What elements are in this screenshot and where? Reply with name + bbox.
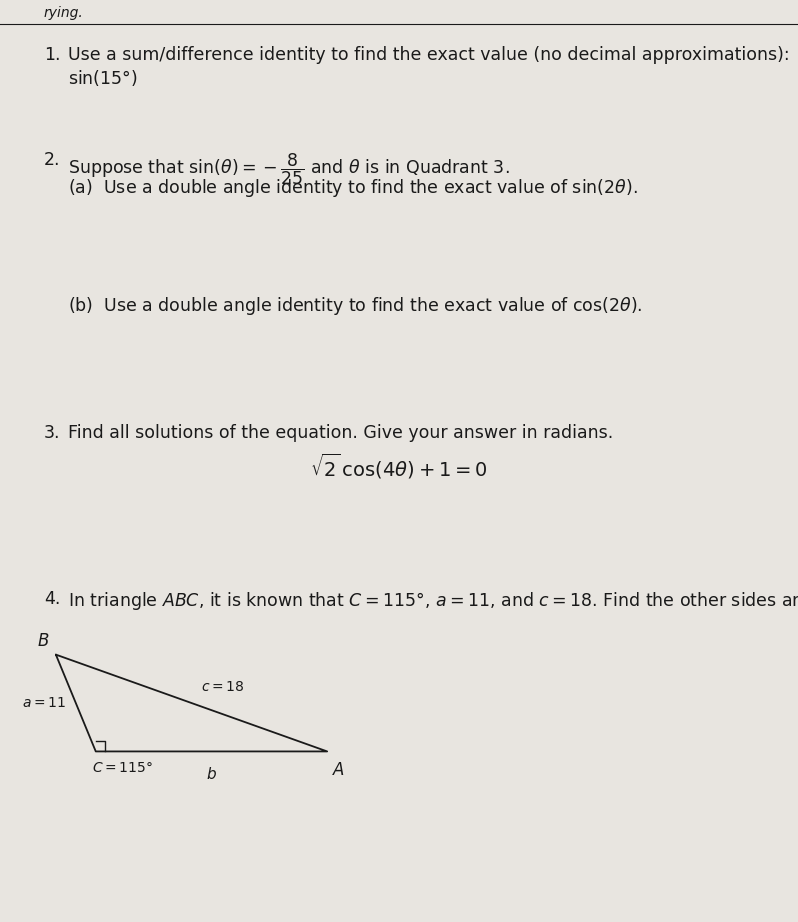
Text: $C = 115°$: $C = 115°$ bbox=[92, 761, 152, 774]
Text: $b$: $b$ bbox=[206, 766, 217, 782]
Text: $\sin(15°)$: $\sin(15°)$ bbox=[68, 68, 137, 89]
Text: rying.: rying. bbox=[44, 6, 84, 20]
Text: (b)  Use a double angle identity to find the exact value of $\cos(2\theta)$.: (b) Use a double angle identity to find … bbox=[68, 295, 642, 317]
Text: $a = 11$: $a = 11$ bbox=[22, 696, 66, 710]
Text: In triangle $ABC$, it is known that $C = 115°$, $a = 11$, and $c = 18$. Find the: In triangle $ABC$, it is known that $C =… bbox=[68, 590, 798, 612]
Text: 3.: 3. bbox=[44, 424, 61, 443]
Text: $A$: $A$ bbox=[332, 761, 345, 779]
Text: (a)  Use a double angle identity to find the exact value of $\sin(2\theta)$.: (a) Use a double angle identity to find … bbox=[68, 177, 638, 199]
Text: 4.: 4. bbox=[44, 590, 61, 609]
Text: $c = 18$: $c = 18$ bbox=[201, 680, 244, 694]
Text: 1.: 1. bbox=[44, 46, 61, 65]
Text: Use a sum/difference identity to find the exact value (no decimal approximations: Use a sum/difference identity to find th… bbox=[68, 46, 789, 65]
Text: 2.: 2. bbox=[44, 151, 61, 170]
Text: Suppose that $\sin(\theta) = -\dfrac{8}{25}$ and $\theta$ is in Quadrant 3.: Suppose that $\sin(\theta) = -\dfrac{8}{… bbox=[68, 151, 509, 186]
Text: $B$: $B$ bbox=[37, 632, 49, 650]
Text: Find all solutions of the equation. Give your answer in radians.: Find all solutions of the equation. Give… bbox=[68, 424, 613, 443]
Text: $\sqrt{2}\,\cos(4\theta) + 1 = 0$: $\sqrt{2}\,\cos(4\theta) + 1 = 0$ bbox=[310, 452, 488, 481]
